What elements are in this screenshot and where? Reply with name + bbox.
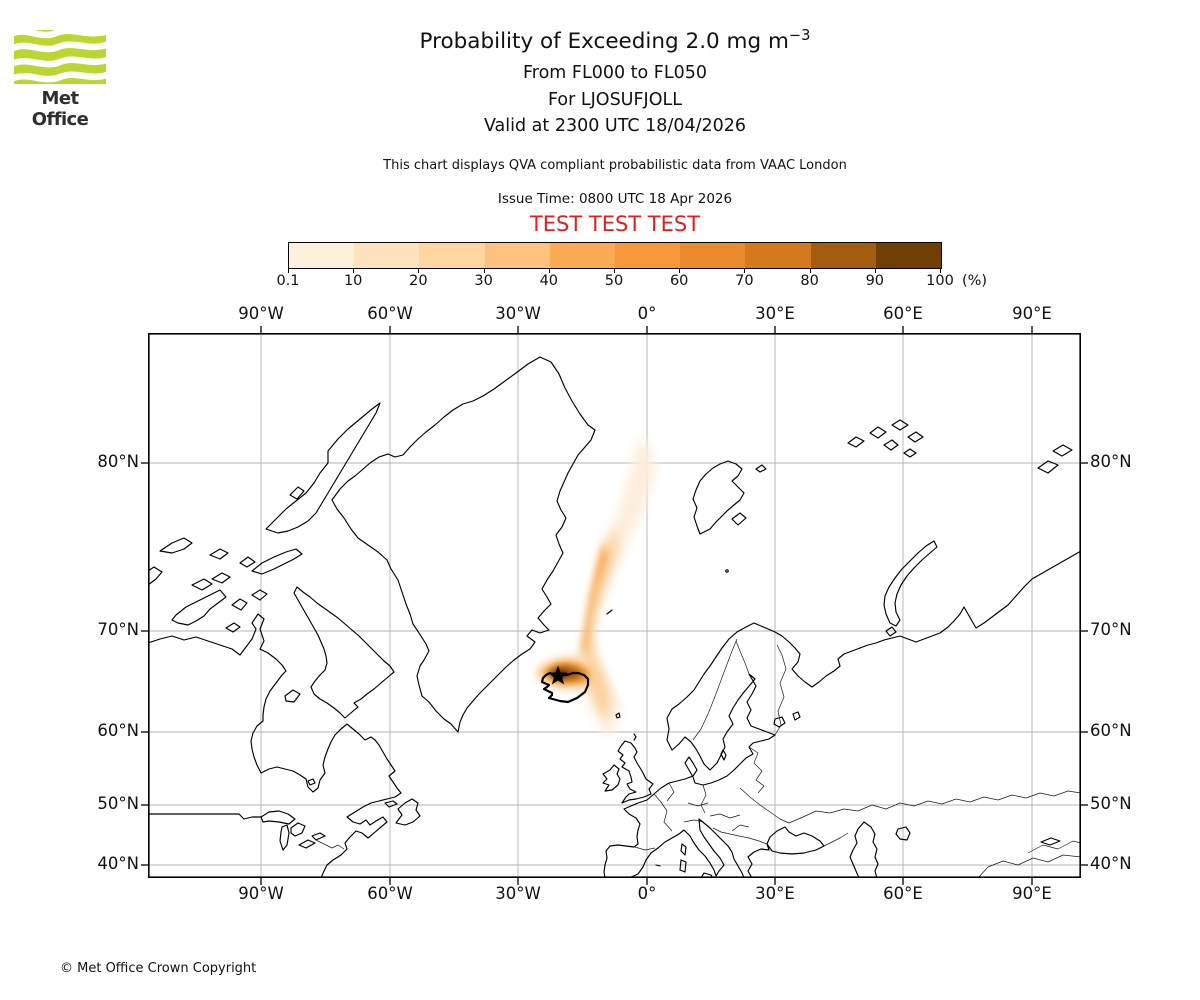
colorbar-tick <box>418 268 420 273</box>
colorbar-tick-label: 90 <box>865 273 885 289</box>
top-axis-label: 60°W <box>367 304 413 323</box>
colorbar-tick <box>679 268 681 273</box>
top-axis-label: 30°E <box>755 304 795 323</box>
colorbar-tick-label: 40 <box>539 273 559 289</box>
volcano-marker-icon <box>548 665 568 685</box>
colorbar-tick <box>353 268 355 273</box>
colorbar-tick-label: 100 <box>926 273 954 289</box>
colorbar-tick <box>744 268 746 273</box>
colorbar-tick-label: 60 <box>669 273 689 289</box>
left-axis-label: 40°N <box>97 854 139 873</box>
colorbar-tick <box>288 268 289 273</box>
map-frame <box>148 333 1082 879</box>
colorbar-segment <box>289 243 355 268</box>
bottom-axis-label: 60°E <box>883 884 923 903</box>
probability-colorbar <box>288 242 942 269</box>
top-axis-label: 60°E <box>883 304 923 323</box>
colorbar-tick <box>940 268 941 273</box>
colorbar-segment <box>354 243 420 268</box>
map-panel <box>141 326 1088 885</box>
top-axis-label: 0° <box>637 304 657 323</box>
left-axis-label: 60°N <box>97 721 139 740</box>
colorbar-segment <box>419 243 485 268</box>
met-office-logo-text: Met Office <box>31 88 89 130</box>
bottom-axis-label: 0° <box>637 884 657 903</box>
colorbar-tick-label: 50 <box>604 273 624 289</box>
colorbar-tick <box>809 268 811 273</box>
title-exponent: −3 <box>788 27 811 44</box>
right-axis-label: 70°N <box>1090 620 1132 639</box>
colorbar-tick <box>874 268 876 273</box>
plume-probability-layer <box>582 538 608 657</box>
subtitle-volcano: For LJOSUFJOLL <box>547 90 682 110</box>
top-axis-label: 30°W <box>495 304 541 323</box>
page-title: Probability of Exceeding 2.0 mg m−3 <box>419 27 811 55</box>
bottom-axis-label: 90°E <box>1012 884 1052 903</box>
colorbar-segment <box>614 243 681 268</box>
right-axis-label: 50°N <box>1090 794 1132 813</box>
met-office-logo-icon <box>7 27 113 90</box>
colorbar-tick <box>614 268 615 273</box>
right-axis-label: 60°N <box>1090 721 1132 740</box>
top-axis-label: 90°E <box>1012 304 1052 323</box>
subtitle-flight-levels: From FL000 to FL050 <box>522 63 708 83</box>
subtitle-valid-time: Valid at 2300 UTC 18/04/2026 <box>483 116 747 136</box>
colorbar-unit: (%) <box>962 273 988 289</box>
graticule <box>148 333 1081 878</box>
right-axis-label: 80°N <box>1090 452 1132 471</box>
map-svg <box>141 326 1088 885</box>
colorbar-tick-label: 30 <box>474 273 493 289</box>
issue-time: Issue Time: 0800 UTC 18 Apr 2026 <box>497 191 733 207</box>
country-borders <box>315 638 1081 878</box>
colorbar-tick-label: 70 <box>735 273 754 289</box>
axis-ticks <box>141 326 1088 885</box>
colorbar-segment <box>549 243 615 268</box>
colorbar-tick <box>483 268 485 273</box>
left-axis-label: 50°N <box>97 794 139 813</box>
left-axis-label: 70°N <box>97 620 139 639</box>
ash-probability-plume <box>536 436 656 735</box>
top-axis-label: 90°W <box>238 304 284 323</box>
colorbar-tick <box>548 268 550 273</box>
colorbar-tick-label: 10 <box>343 273 363 289</box>
colorbar-tick-label: 20 <box>409 273 428 289</box>
bottom-axis-label: 30°W <box>495 884 541 903</box>
coastlines <box>148 356 1081 878</box>
test-banner: TEST TEST TEST <box>529 212 701 236</box>
colorbar-tick-label: 80 <box>800 273 819 289</box>
bottom-axis-label: 60°W <box>367 884 413 903</box>
colorbar-segment <box>680 243 746 268</box>
bottom-axis-label: 90°W <box>238 884 284 903</box>
left-axis-label: 80°N <box>97 452 139 471</box>
bottom-axis-label: 30°E <box>755 884 795 903</box>
colorbar-tick-label: 0.1 <box>276 273 300 289</box>
right-axis-label: 40°N <box>1090 854 1132 873</box>
colorbar-segment <box>745 243 811 268</box>
qva-note: This chart displays QVA compliant probab… <box>383 158 847 173</box>
colorbar-segment <box>810 243 876 268</box>
colorbar-segment <box>875 243 941 268</box>
copyright: © Met Office Crown Copyright <box>60 961 257 976</box>
colorbar-segment <box>484 243 550 268</box>
